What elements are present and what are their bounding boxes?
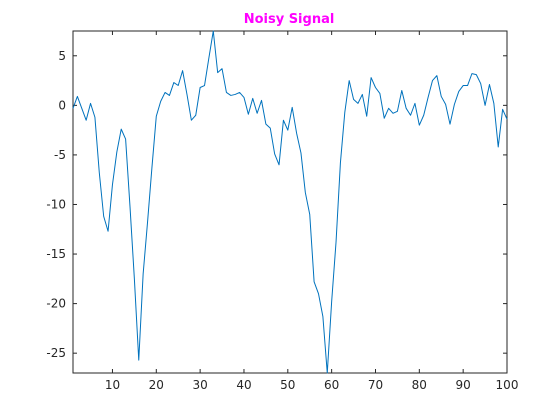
y-tick-label: 5	[58, 49, 66, 63]
x-tick-label: 30	[192, 378, 207, 392]
chart-title: Noisy Signal	[244, 12, 335, 27]
x-tick-label: 100	[496, 378, 519, 392]
x-tick-label: 60	[324, 378, 339, 392]
x-axis: 10 20 30 40 50 60 70 80 90 100	[105, 31, 519, 392]
x-tick-label: 90	[456, 378, 471, 392]
x-tick-label: 50	[280, 378, 295, 392]
y-axis: 5 0 -5 -10 -15 -20 -25	[46, 49, 507, 360]
x-tick-label: 20	[149, 378, 164, 392]
plot-area	[72, 30, 508, 374]
x-tick-label: 40	[236, 378, 251, 392]
y-tick-label: -25	[46, 346, 66, 360]
x-tick-label: 10	[105, 378, 120, 392]
x-tick-label: 70	[368, 378, 383, 392]
y-tick-label: -5	[54, 148, 66, 162]
y-tick-label: -15	[46, 247, 66, 261]
series-line	[72, 30, 508, 374]
y-tick-label: -20	[46, 297, 66, 311]
y-tick-label: -10	[46, 197, 66, 211]
y-tick-label: 0	[58, 98, 66, 112]
x-tick-label: 80	[412, 378, 427, 392]
